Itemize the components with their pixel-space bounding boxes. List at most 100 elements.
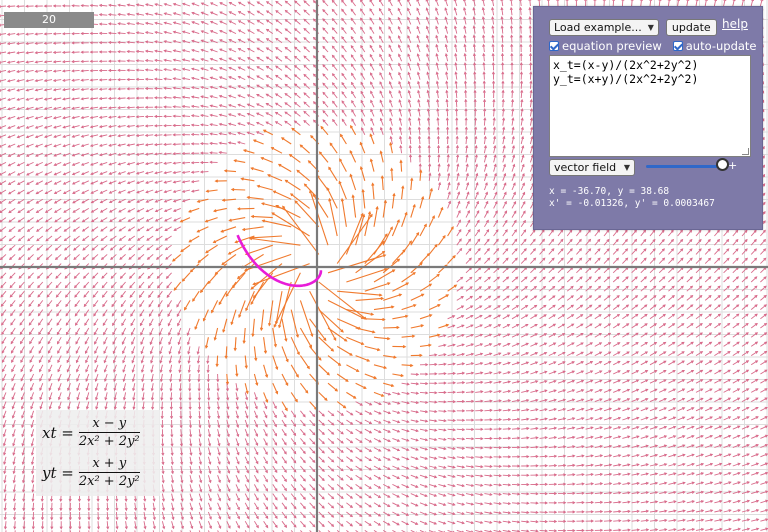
field-arrow: [19, 236, 25, 241]
field-arrow: [328, 466, 334, 471]
field-arrow: [402, 241, 412, 254]
field-arrow: [9, 227, 15, 232]
field-arrow: [346, 269, 386, 282]
field-arrow: [350, 151, 355, 162]
field-arrow: [47, 282, 52, 288]
field-arrow: [333, 74, 338, 80]
field-arrow: [346, 457, 352, 461]
field-arrow: [0, 52, 6, 53]
field-arrow: [291, 457, 296, 463]
field-arrow: [327, 188, 337, 208]
field-arrow: [319, 438, 324, 443]
field-arrow: [102, 254, 108, 259]
field-arrow: [346, 438, 352, 442]
field-arrow: [346, 484, 352, 489]
field-arrow: [319, 365, 329, 375]
field-arrow: [121, 291, 126, 297]
field-arrow: [351, 0, 356, 6]
field-arrow: [221, 227, 236, 232]
field-arrow: [139, 282, 144, 288]
field-arrow: [323, 120, 328, 126]
field-arrow: [285, 47, 291, 52]
field-arrow: [47, 300, 52, 306]
field-arrow: [328, 521, 334, 526]
field-arrow: [411, 233, 419, 245]
field-arrow: [328, 484, 334, 489]
field-arrow: [219, 291, 227, 304]
field-arrow: [337, 429, 343, 434]
field-arrow: [261, 158, 272, 163]
field-arrow: [102, 282, 107, 288]
field-arrow: [10, 245, 16, 250]
field-arrow: [300, 484, 305, 490]
field-arrow: [167, 273, 172, 279]
field-arrow: [300, 466, 305, 472]
field-arrow: [466, 249, 471, 255]
field-arrow: [28, 218, 34, 222]
field-arrow: [319, 392, 327, 400]
field-arrow: [373, 184, 374, 200]
field-arrow: [304, 121, 310, 126]
field-arrow: [232, 190, 245, 191]
field-arrow: [0, 43, 6, 44]
field-arrow: [323, 28, 328, 33]
field-arrow: [402, 213, 407, 227]
field-arrow: [282, 402, 287, 411]
field-arrow: [75, 300, 80, 306]
field-arrow: [356, 494, 362, 498]
field-arrow: [337, 448, 343, 453]
field-arrow: [333, 120, 338, 126]
field-arrow: [356, 328, 375, 332]
field-arrow: [37, 254, 43, 259]
field-arrow: [215, 264, 226, 275]
field-arrow: [0, 135, 6, 138]
field-arrow: [342, 64, 347, 70]
field-arrow: [353, 195, 356, 217]
field-arrow: [455, 0, 457, 6]
field-arrow: [273, 521, 277, 527]
field-arrow: [285, 29, 291, 34]
field-arrow: [222, 254, 236, 264]
field-arrow: [304, 111, 310, 116]
field-arrow: [291, 521, 296, 527]
field-arrow: [0, 6, 6, 7]
field-arrow: [300, 356, 309, 369]
field-arrow: [420, 225, 426, 237]
field-arrow: [304, 29, 310, 34]
field-arrow: [0, 98, 6, 100]
field-arrow: [276, 1, 282, 6]
field-arrow: [356, 298, 383, 300]
field-arrow: [438, 208, 442, 218]
field-arrow: [264, 392, 268, 402]
field-arrow: [457, 249, 462, 255]
field-arrow: [0, 144, 6, 147]
field-arrow: [466, 277, 472, 282]
field-arrow: [28, 236, 34, 241]
field-arrow: [282, 346, 288, 361]
field-arrow: [264, 365, 268, 377]
field-arrow: [356, 521, 362, 525]
field-arrow: [92, 236, 98, 241]
field-arrow: [102, 273, 107, 278]
field-arrow: [0, 61, 6, 63]
field-arrow: [291, 466, 296, 472]
field-arrow: [129, 254, 135, 259]
field-arrow: [328, 475, 334, 480]
field-arrow: [342, 92, 346, 98]
field-arrow: [285, 94, 291, 98]
field-arrow: [129, 236, 135, 240]
field-arrow: [84, 300, 89, 306]
field-arrow: [251, 168, 263, 172]
field-arrow: [273, 328, 276, 346]
field-arrow: [11, 300, 16, 306]
field-arrow: [10, 273, 15, 278]
field-arrow: [332, 55, 337, 61]
field-arrow: [121, 300, 125, 306]
field-arrow: [310, 411, 315, 417]
field-arrow: [342, 28, 347, 34]
field-arrow: [282, 138, 291, 144]
field-arrow: [411, 294, 424, 300]
field-arrow: [37, 245, 43, 250]
field-arrow: [28, 254, 33, 259]
field-arrow: [167, 282, 172, 288]
